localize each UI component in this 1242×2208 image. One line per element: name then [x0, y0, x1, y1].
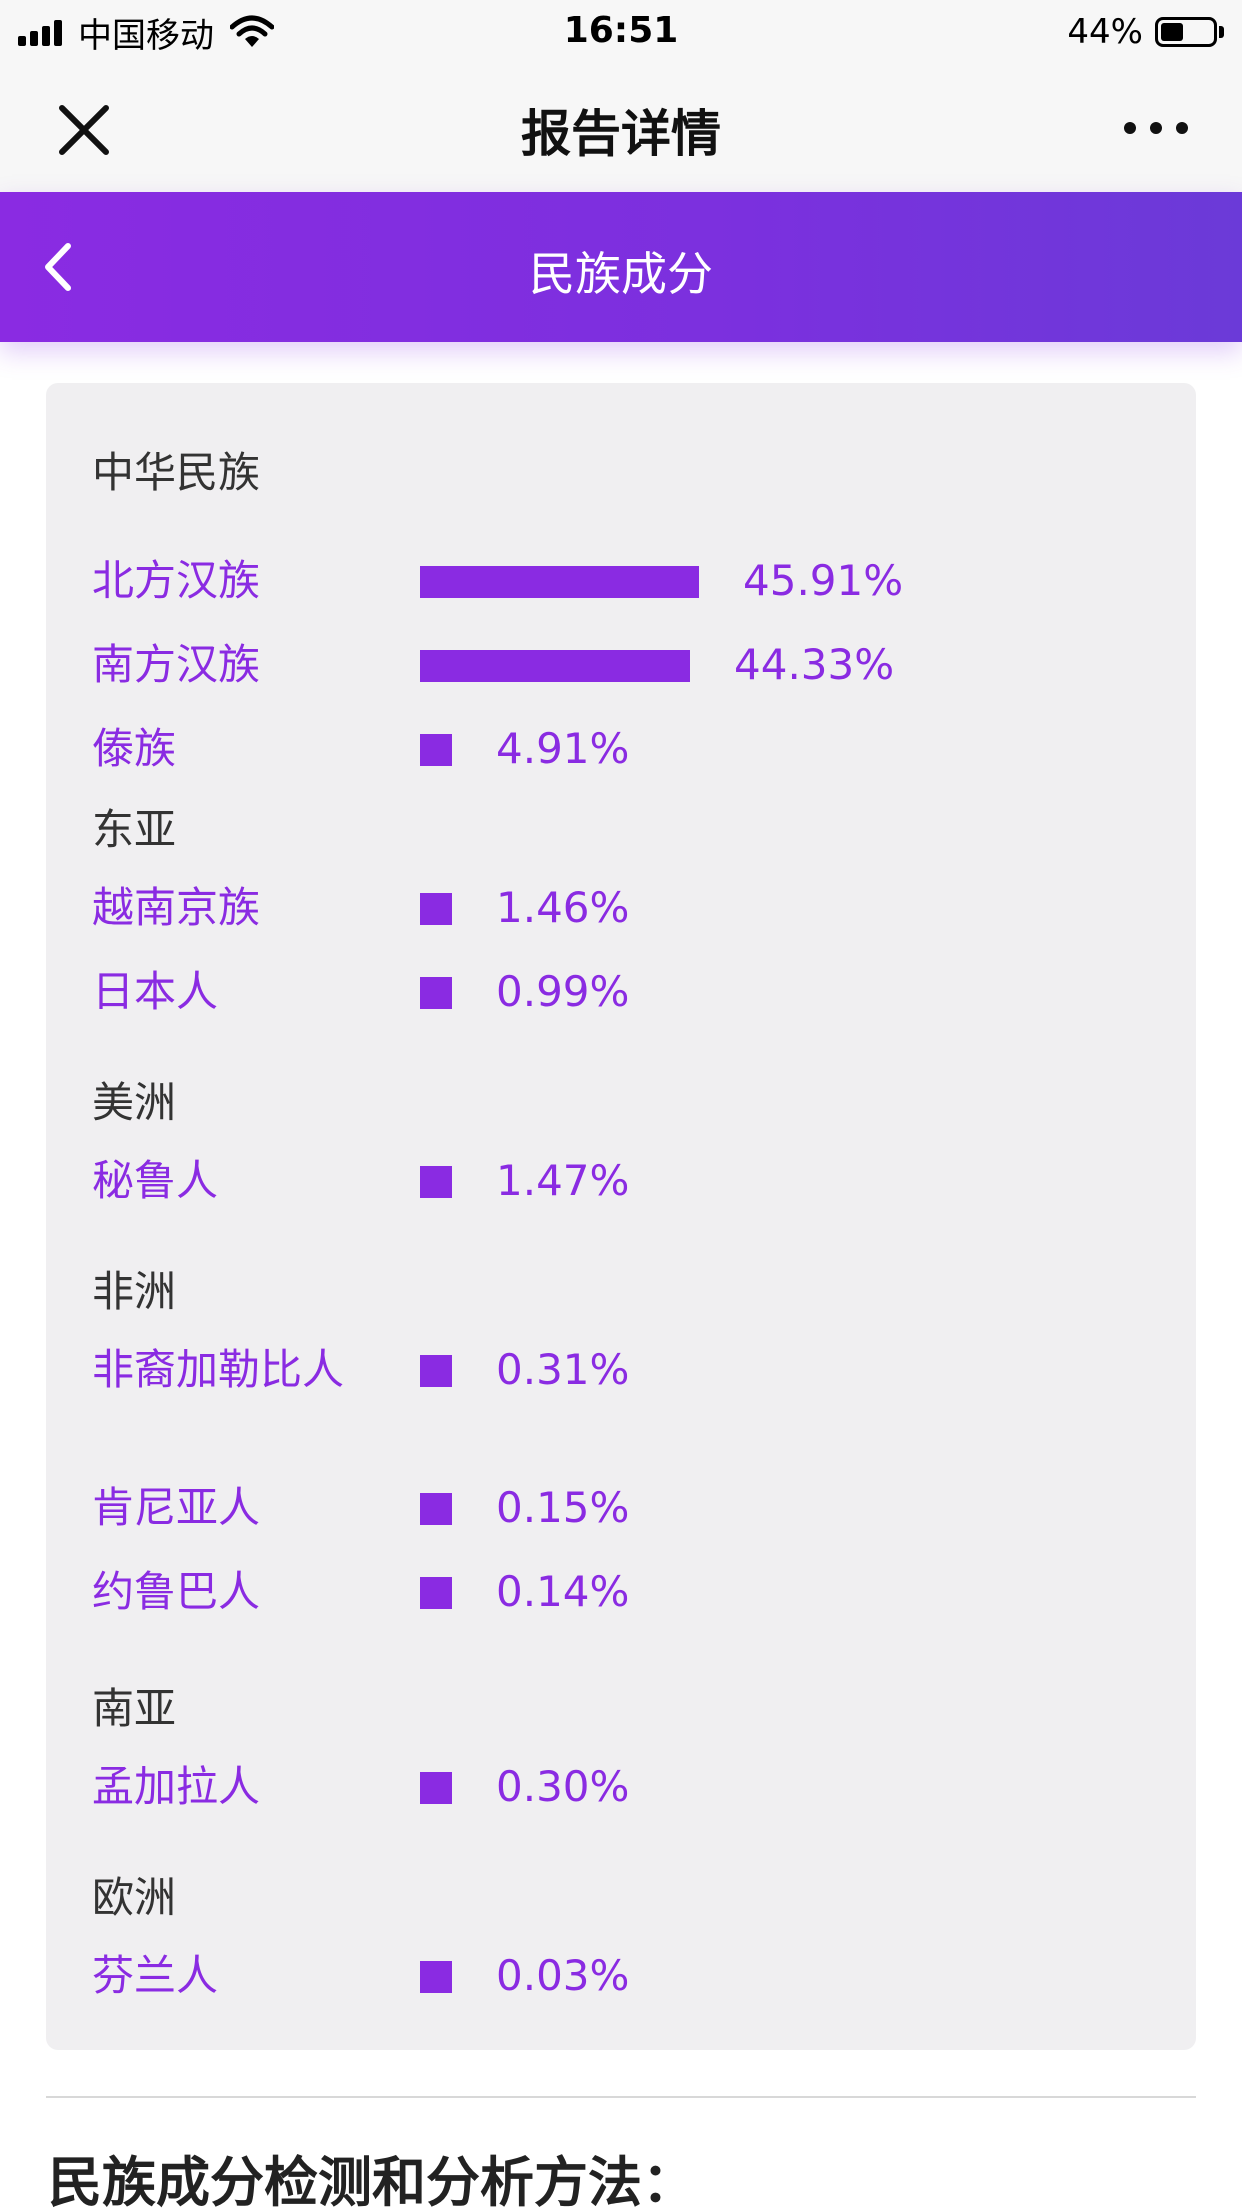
percentage-bar [420, 650, 690, 682]
ethnicity-name: 肯尼亚人 [92, 1483, 261, 1532]
percentage-value: 0.31% [496, 1345, 630, 1394]
battery-fill [1161, 23, 1183, 41]
chevron-left-icon[interactable] [36, 232, 84, 302]
percentage-bar [420, 977, 452, 1009]
ethnicity-row: 秘鲁人 1.47% [92, 1154, 1152, 1214]
status-bar: 中国移动 16:51 44% [0, 0, 1242, 64]
percentage-bar [420, 1355, 452, 1387]
ethnicity-row: 非裔加勒比人 0.31% [92, 1343, 1152, 1403]
carrier-label: 中国移动 [78, 15, 214, 56]
ethnicity-row: 北方汉族 45.91% [92, 554, 1152, 614]
percentage-value: 45.91% [743, 556, 904, 605]
ethnicity-row: 日本人 0.99% [92, 965, 1152, 1025]
percentage-value: 4.91% [496, 724, 630, 773]
status-left: 中国移动 [18, 10, 274, 56]
ethnicity-name: 南方汉族 [92, 640, 261, 689]
percentage-value: 44.33% [734, 640, 895, 689]
percentage-bar [420, 893, 452, 925]
group-title: 南亚 [92, 1684, 177, 1733]
ethnicity-row: 傣族 4.91% [92, 722, 1152, 782]
nav-bar: 报告详情 [0, 64, 1242, 192]
wifi-icon [230, 15, 274, 47]
ethnicity-row: 孟加拉人 0.30% [92, 1760, 1152, 1820]
percentage-value: 0.14% [496, 1567, 630, 1616]
nav-title: 报告详情 [521, 105, 721, 163]
ethnicity-name: 傣族 [92, 724, 177, 773]
signal-icon [18, 18, 66, 46]
percentage-bar [420, 566, 699, 598]
page-header: 民族成分 [0, 192, 1242, 342]
group-title: 欧洲 [92, 1873, 177, 1922]
ethnicity-name: 非裔加勒比人 [92, 1345, 345, 1394]
percentage-value: 0.30% [496, 1762, 630, 1811]
percentage-value: 0.99% [496, 967, 630, 1016]
ethnicity-row: 南方汉族 44.33% [92, 638, 1152, 698]
percentage-bar [420, 1772, 452, 1804]
group-title: 美洲 [92, 1078, 177, 1127]
percentage-value: 1.47% [496, 1156, 630, 1205]
group-title: 中华民族 [92, 448, 261, 497]
more-icon[interactable] [1116, 110, 1196, 146]
group-title: 东亚 [92, 805, 177, 854]
ethnicity-row: 约鲁巴人 0.14% [92, 1565, 1152, 1625]
ethnicity-name: 约鲁巴人 [92, 1567, 261, 1616]
divider [46, 2096, 1196, 2098]
percentage-value: 0.15% [496, 1483, 630, 1532]
percentage-bar [420, 1961, 452, 1993]
ethnicity-row: 肯尼亚人 0.15% [92, 1481, 1152, 1541]
status-time: 16:51 [563, 10, 679, 51]
battery-icon [1155, 17, 1217, 47]
status-right: 44% [1067, 12, 1224, 52]
ethnicity-name: 芬兰人 [92, 1951, 219, 2000]
percentage-bar [420, 1493, 452, 1525]
section-heading: 民族成分检测和分析方法： [48, 2151, 696, 2208]
battery-tip [1219, 26, 1224, 38]
ethnicity-name: 北方汉族 [92, 556, 261, 605]
percentage-value: 1.46% [496, 883, 630, 932]
ethnicity-name: 越南京族 [92, 883, 261, 932]
close-icon[interactable] [54, 100, 114, 160]
group-title: 非洲 [92, 1267, 177, 1316]
battery-percent: 44% [1067, 12, 1143, 52]
percentage-bar [420, 1577, 452, 1609]
percentage-bar [420, 734, 452, 766]
ethnicity-row: 越南京族 1.46% [92, 881, 1152, 941]
page-title: 民族成分 [529, 247, 713, 301]
ethnicity-name: 日本人 [92, 967, 219, 1016]
percentage-value: 0.03% [496, 1951, 630, 2000]
ethnicity-name: 孟加拉人 [92, 1762, 261, 1811]
ethnicity-row: 芬兰人 0.03% [92, 1949, 1152, 2009]
ethnicity-name: 秘鲁人 [92, 1156, 219, 1205]
ethnicity-card: 中华民族北方汉族 45.91% 南方汉族 44.33% 傣族 4.91% 东亚越南京族 1.4… [46, 383, 1196, 2050]
percentage-bar [420, 1166, 452, 1198]
